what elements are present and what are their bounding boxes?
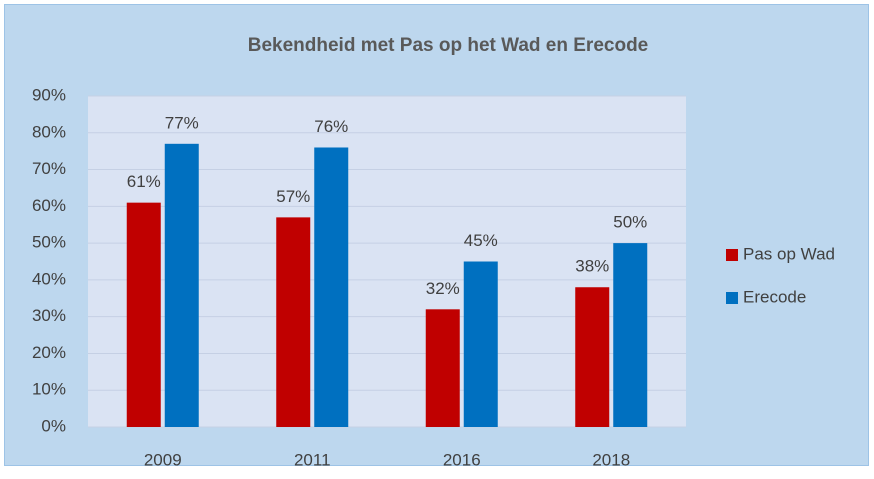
x-tick-label: 2018 — [592, 450, 630, 469]
y-tick-label: 30% — [32, 306, 66, 325]
legend-label: Pas op Wad — [743, 244, 835, 263]
bar — [276, 217, 311, 427]
data-label: 76% — [314, 117, 348, 136]
y-tick-label: 90% — [32, 85, 66, 104]
y-tick-label: 20% — [32, 343, 66, 362]
y-tick-label: 60% — [32, 196, 66, 215]
bar — [126, 202, 161, 427]
data-label: 61% — [127, 172, 161, 191]
y-tick-label: 70% — [32, 159, 66, 178]
y-tick-label: 0% — [41, 416, 66, 435]
legend-swatch — [726, 292, 738, 304]
legend-label: Erecode — [743, 287, 806, 306]
data-label: 38% — [575, 257, 609, 276]
data-label: 57% — [276, 187, 310, 206]
bar — [575, 287, 610, 427]
data-label: 32% — [426, 279, 460, 298]
x-tick-label: 2009 — [144, 450, 182, 469]
x-tick-label: 2011 — [294, 450, 331, 469]
bar — [463, 261, 498, 427]
y-tick-label: 40% — [32, 269, 66, 288]
legend-swatch — [726, 249, 738, 261]
bar — [314, 147, 349, 427]
y-tick-label: 10% — [32, 380, 66, 399]
y-tick-label: 50% — [32, 233, 66, 252]
data-label: 50% — [613, 213, 647, 232]
x-tick-label: 2016 — [443, 450, 481, 469]
bar — [613, 243, 648, 427]
bar — [164, 143, 199, 428]
y-tick-label: 80% — [32, 122, 66, 141]
chart-title: Bekendheid met Pas op het Wad en Erecode — [248, 35, 649, 56]
data-label: 77% — [165, 113, 199, 132]
bar — [425, 309, 460, 427]
data-label: 45% — [464, 231, 498, 250]
